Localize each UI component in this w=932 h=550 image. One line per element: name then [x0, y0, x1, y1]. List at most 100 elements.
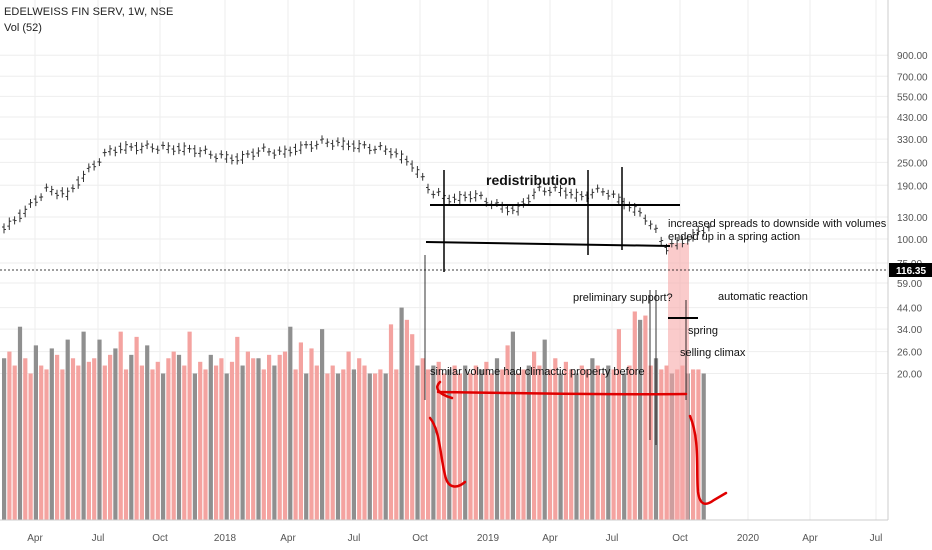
- price-tick-label: 26.00: [897, 348, 922, 359]
- volume-bar: [277, 354, 282, 520]
- last-price-label: 116.35: [896, 266, 926, 277]
- time-tick-label: Apr: [802, 533, 818, 544]
- volume-bar: [214, 365, 219, 520]
- volume-bar: [44, 369, 49, 520]
- volume-bar: [606, 365, 611, 520]
- volume-bar: [219, 358, 224, 520]
- spring-label: spring: [688, 325, 718, 337]
- volume-bar: [55, 354, 60, 520]
- price-bars: [2, 135, 711, 255]
- volume-bar: [378, 369, 383, 520]
- volume-bar: [701, 373, 706, 520]
- time-tick-label: Oct: [152, 533, 168, 544]
- volume-bar: [176, 354, 182, 520]
- redistribution-bottom-line: [425, 241, 671, 247]
- volume-bar: [420, 358, 425, 520]
- volume-bar: [600, 373, 606, 520]
- volume-bar: [426, 369, 431, 520]
- volume-bar: [394, 369, 399, 520]
- volume-bar: [256, 358, 261, 520]
- time-tick-label: Jul: [606, 533, 619, 544]
- volume-bar: [23, 358, 28, 520]
- price-tick-label: 100.00: [897, 235, 928, 246]
- volume-bar: [489, 373, 494, 520]
- volume-indicator-label: Vol (52): [4, 22, 42, 34]
- price-tick-label: 59.00: [897, 279, 922, 290]
- volume-bar: [320, 329, 325, 520]
- similar-volume-label: similar volume had climactic property be…: [430, 366, 645, 378]
- volume-bar: [150, 369, 155, 520]
- volume-bar: [537, 365, 542, 520]
- volume-bar: [521, 369, 526, 520]
- volume-bar: [129, 354, 134, 520]
- volume-bar: [245, 351, 250, 520]
- time-tick-label: 2020: [737, 533, 760, 544]
- volume-bar: [272, 365, 277, 520]
- volume-bar: [510, 331, 515, 520]
- volume-bar: [102, 365, 107, 520]
- volume-bar: [494, 358, 500, 520]
- volume-bar: [505, 345, 510, 520]
- chart-title: EDELWEISS FIN SERV, 1W, NSE: [4, 6, 174, 18]
- volume-bar: [240, 365, 245, 520]
- volume-bar: [415, 365, 420, 520]
- time-tick-label: 2018: [214, 533, 237, 544]
- volume-bar: [309, 348, 314, 520]
- volume-bar: [198, 361, 203, 520]
- volume-bar: [171, 351, 176, 520]
- volume-bar: [346, 351, 351, 520]
- price-tick-label: 20.00: [897, 370, 922, 381]
- volume-bar: [335, 373, 341, 520]
- volume-bar: [696, 369, 701, 520]
- volume-bar: [288, 326, 293, 520]
- volume-bar: [314, 365, 319, 520]
- volume-bar: [166, 358, 171, 520]
- volume-bar: [558, 373, 563, 520]
- volume-bar: [229, 361, 235, 520]
- volume-bar: [468, 373, 473, 520]
- volume-bar: [28, 373, 33, 520]
- volume-bar: [388, 324, 394, 520]
- volume-bar: [595, 365, 600, 520]
- volume-bar: [357, 358, 362, 520]
- volume-bar: [616, 329, 621, 520]
- automatic-reaction-label: automatic reaction: [718, 291, 808, 303]
- volume-bar: [113, 348, 118, 520]
- time-tick-label: Jul: [870, 533, 883, 544]
- volume-bar: [330, 365, 335, 520]
- volume-bar: [304, 373, 309, 520]
- volume-bar: [161, 373, 166, 520]
- volume-bar: [108, 354, 113, 520]
- volume-bar: [441, 373, 447, 520]
- price-tick-label: 430.00: [897, 113, 928, 124]
- volume-bar: [590, 358, 595, 520]
- volume-bar: [431, 365, 436, 520]
- volume-bar: [49, 348, 54, 520]
- price-tick-label: 900.00: [897, 51, 928, 62]
- volume-bar: [208, 354, 213, 520]
- price-axis: 900.00 700.00 550.00 430.00 330.00 250.00 190.…: [897, 51, 928, 380]
- volume-bar: [267, 354, 272, 520]
- volume-bar: [39, 365, 44, 520]
- time-tick-label: Oct: [412, 533, 428, 544]
- price-tick-label: 190.00: [897, 181, 928, 192]
- volume-bar: [261, 369, 266, 520]
- volume-bar: [192, 373, 197, 520]
- time-tick-label: Oct: [672, 533, 688, 544]
- volume-bar: [2, 358, 7, 520]
- volume-bar: [351, 369, 356, 520]
- volume-bar: [659, 369, 664, 520]
- preliminary-support-label: preliminary support?: [573, 292, 673, 304]
- volume-bar: [452, 365, 457, 520]
- volume-bar: [203, 369, 208, 520]
- spreads-label-1: increased spreads to downside with volum…: [668, 218, 887, 230]
- volume-bar: [627, 365, 632, 520]
- volume-bar: [282, 351, 288, 520]
- volume-bar: [145, 345, 150, 520]
- volume-bar: [611, 369, 616, 520]
- volume-bar: [484, 361, 489, 520]
- volume-bar: [298, 342, 303, 520]
- price-tick-label: 700.00: [897, 72, 928, 83]
- volume-bar: [92, 358, 97, 520]
- volume-bar: [362, 365, 367, 520]
